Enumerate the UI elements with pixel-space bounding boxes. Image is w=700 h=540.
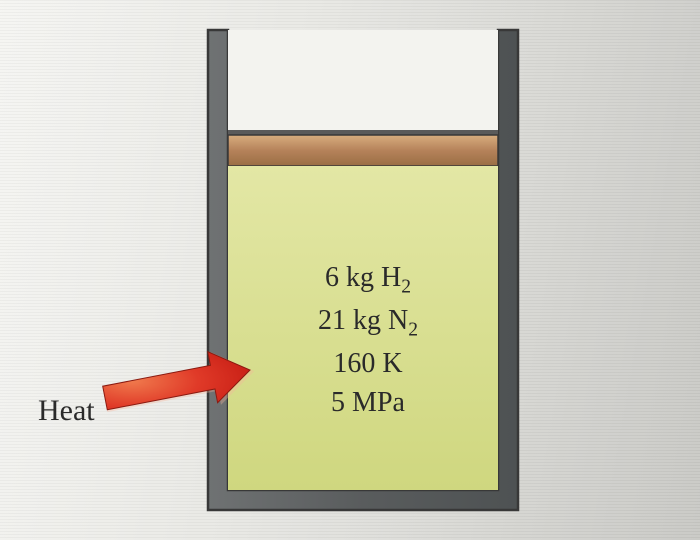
background: Heat 6 kg H221 kg N2160 K5 MPa bbox=[0, 0, 700, 540]
gas-state-line: 5 MPa bbox=[258, 383, 478, 422]
gas-state-line: 160 K bbox=[258, 344, 478, 383]
piston bbox=[228, 130, 498, 166]
gas-state-line: 21 kg N2 bbox=[258, 301, 478, 344]
gas-state-label: 6 kg H221 kg N2160 K5 MPa bbox=[258, 258, 478, 422]
heat-label: Heat bbox=[38, 394, 95, 428]
gas-state-line: 6 kg H2 bbox=[258, 258, 478, 301]
